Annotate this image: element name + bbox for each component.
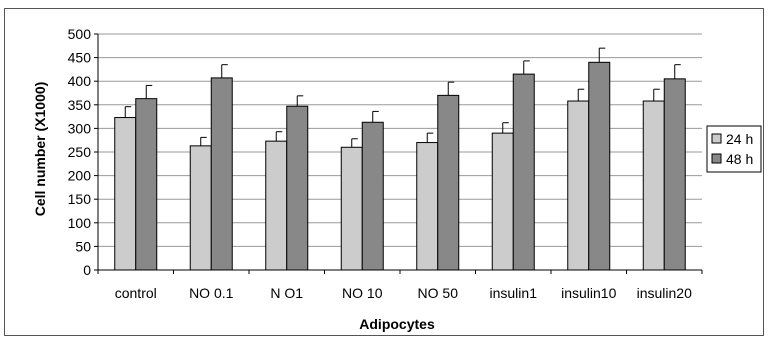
bar-24h-0 [114,117,137,271]
legend-swatch [711,133,722,144]
bar-48h-0 [135,98,158,271]
bar-48h-2 [286,105,309,271]
x-tick-label: NO 10 [342,285,383,301]
legend: 24 h 48 h [706,125,762,173]
y-tick-label: 200 [68,168,92,184]
y-tick-label: 250 [68,144,92,160]
chart-frame: 0 50 100 150 200 250 300 350 400 450 500 control NO … [4,8,764,336]
y-tick-label: 150 [68,191,92,207]
axes: 0 50 100 150 200 250 300 350 400 450 500 control NO … [68,26,703,301]
bar-24h-3 [340,146,363,271]
y-tick-label: 100 [68,215,92,231]
y-tick-label: 50 [75,238,91,254]
bar-24h-1 [189,145,212,271]
y-tick-label: 500 [68,26,92,42]
x-axis-title: Adipocytes [359,316,435,332]
y-tick-label: 400 [68,73,92,89]
x-tick-label: insulin20 [637,285,692,301]
x-tick-label: NO 0.1 [189,285,234,301]
legend-swatch [711,153,722,164]
bar-24h-4 [416,142,439,271]
y-tick-label: 0 [83,262,91,278]
bar-48h-7 [663,78,686,271]
bar-24h-2 [265,140,288,271]
y-tick-label: 300 [68,120,92,136]
bar-48h-6 [588,61,611,271]
legend-label: 48 h [726,151,753,167]
y-tick-label: 350 [68,97,92,113]
bar-24h-5 [491,132,514,271]
x-tick-label: insulin10 [561,285,616,301]
x-tick-label: control [115,285,157,301]
x-tick-label: NO 50 [418,285,459,301]
y-tick-label: 450 [68,50,92,66]
bar-48h-4 [437,94,460,271]
bar-48h-3 [361,121,384,271]
legend-label: 24 h [726,131,753,147]
x-tick-label: N O1 [270,285,303,301]
bar-24h-7 [642,100,665,271]
bar-48h-5 [512,73,535,271]
bar-24h-6 [567,100,590,271]
gridlines [98,33,702,247]
x-tick-label: insulin1 [490,285,538,301]
y-axis-title: Cell number (X1000) [32,82,48,217]
bar-48h-1 [210,77,233,271]
bar-chart: 0 50 100 150 200 250 300 350 400 450 500 control NO … [32,26,762,332]
